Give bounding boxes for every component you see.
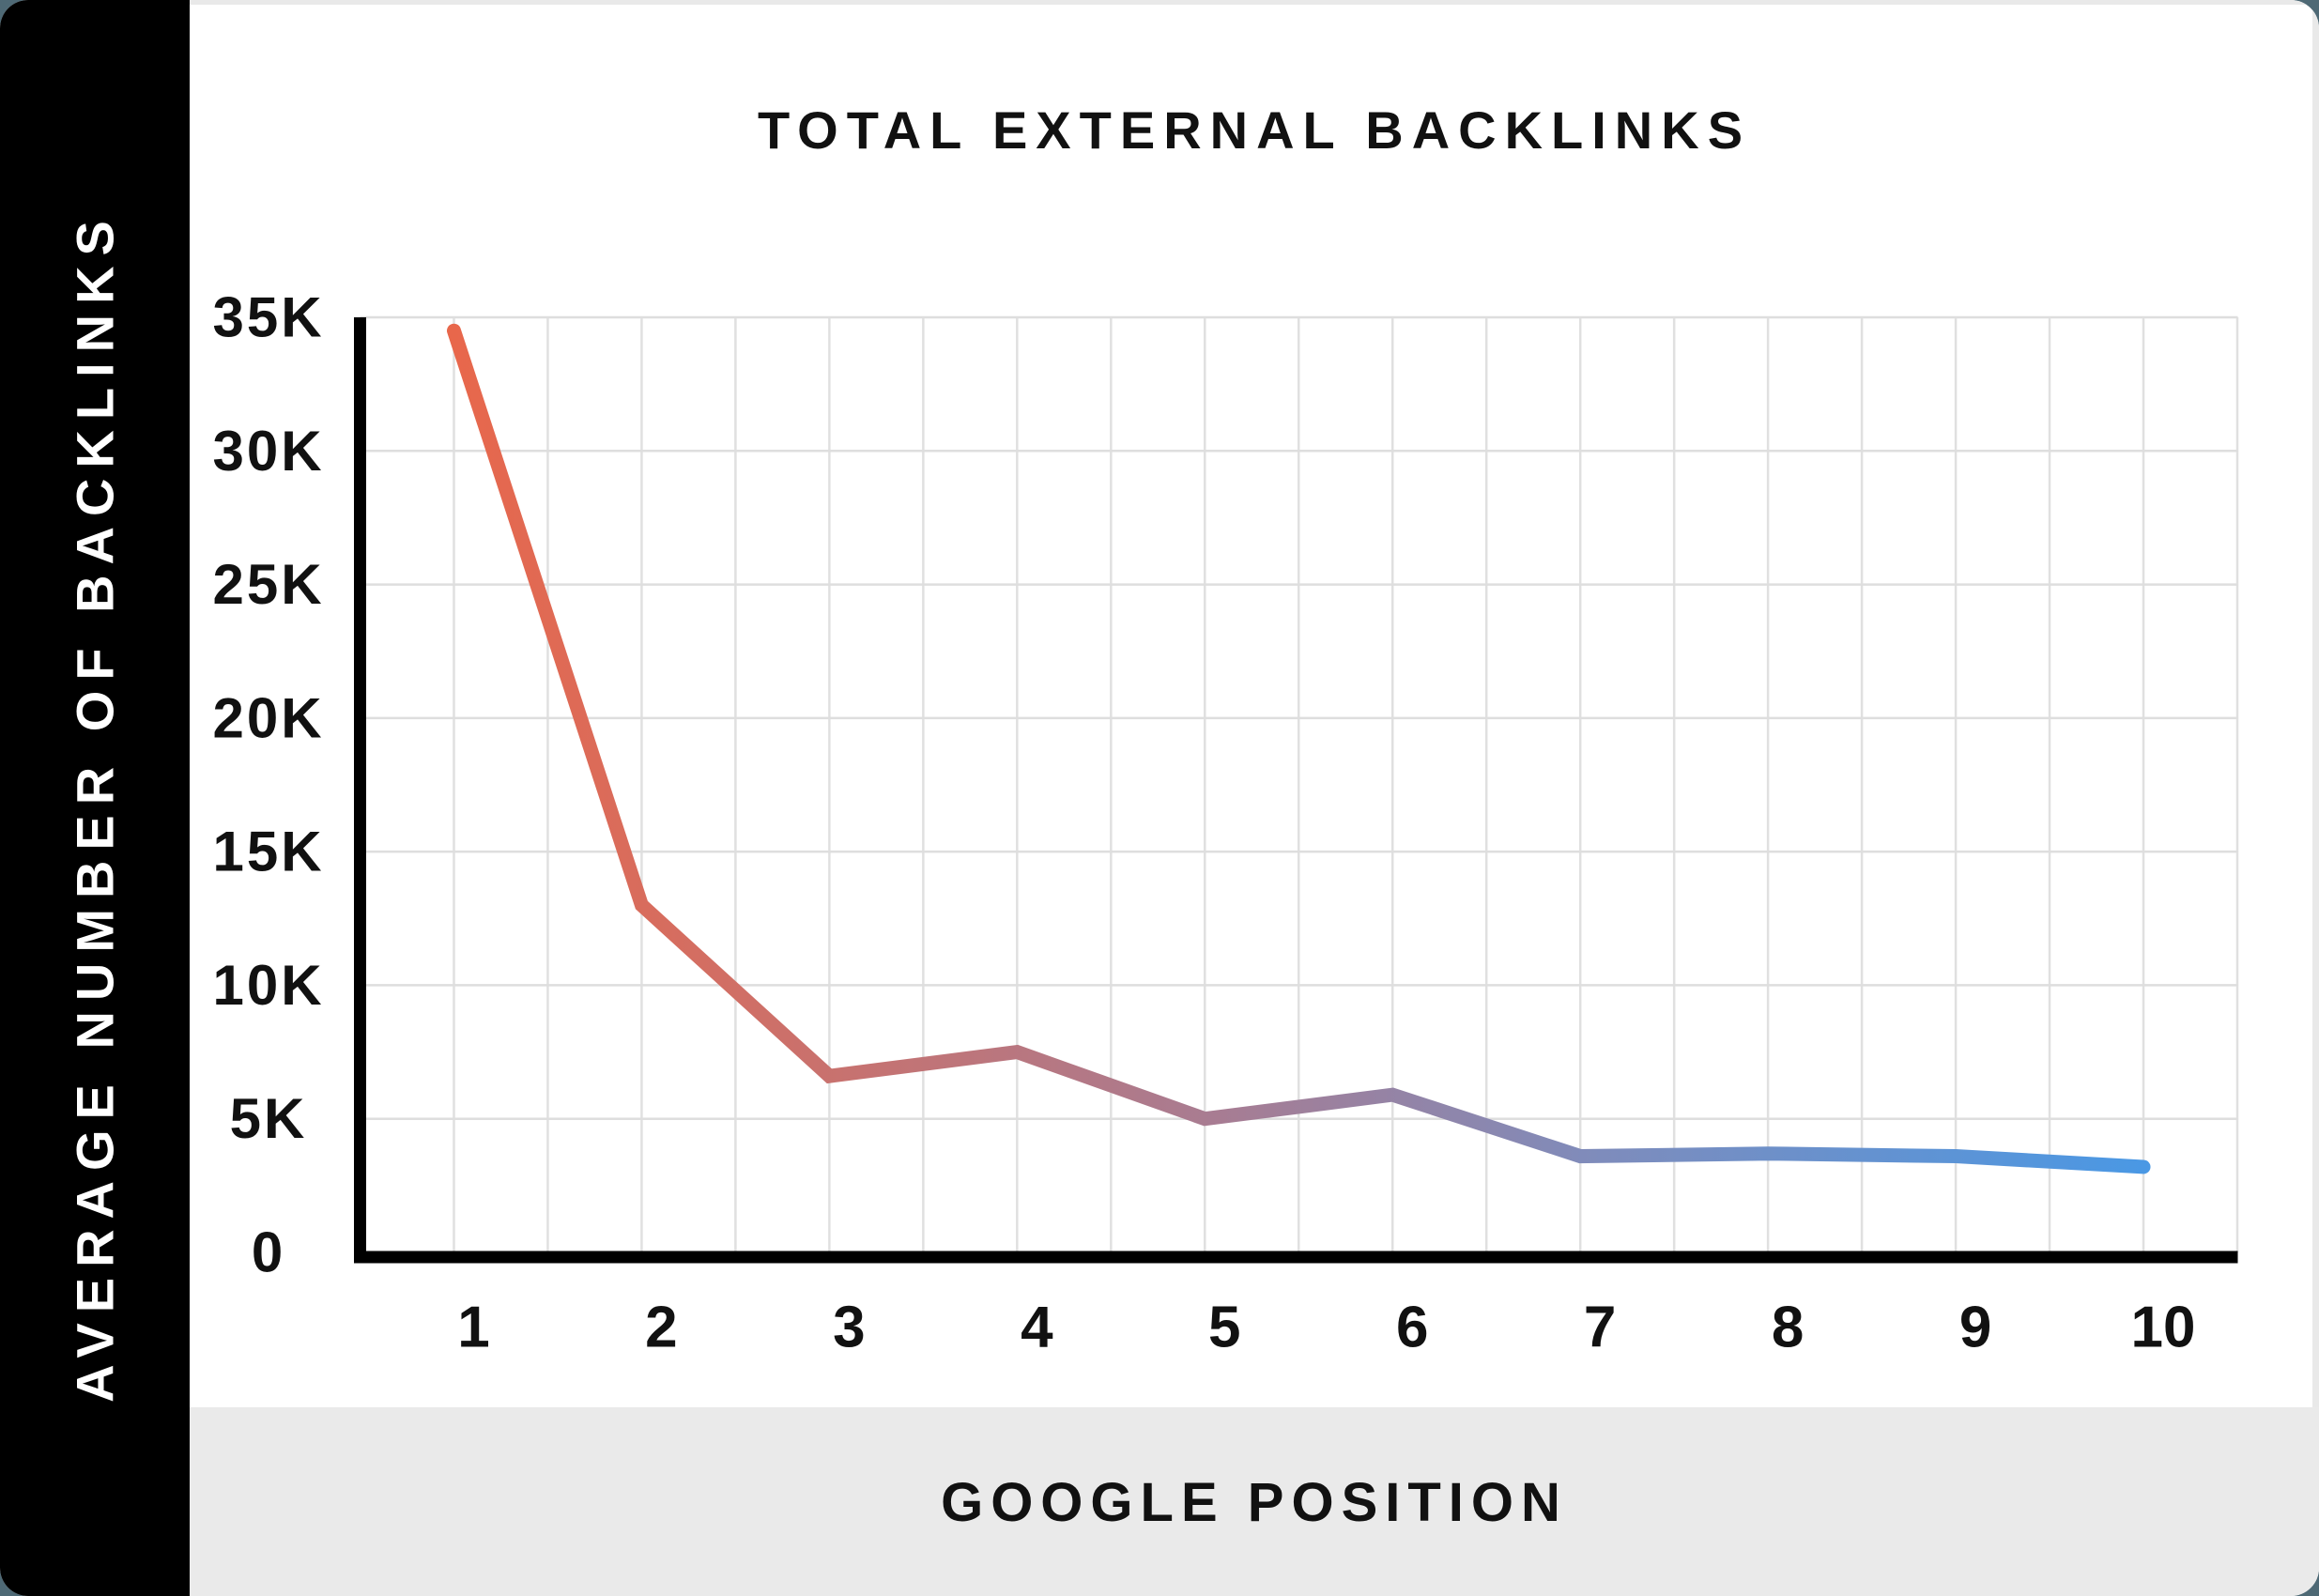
card-right-edge [2312, 0, 2319, 1596]
y-tick-label: 25K [212, 553, 324, 616]
card-top-edge [190, 0, 2319, 5]
x-tick-label: 7 [1584, 1296, 1616, 1360]
y-axis-title: AVERAGE NUMBER OF BACKLINKS [65, 210, 125, 1403]
y-tick-label: 15K [212, 821, 324, 883]
x-tick-label: 3 [833, 1296, 865, 1360]
x-axis-line [354, 1251, 2238, 1264]
x-tick-label: 1 [457, 1296, 489, 1360]
x-tick-label: 6 [1396, 1296, 1428, 1360]
y-tick-label: 0 [252, 1221, 285, 1284]
x-tick-label: 2 [645, 1296, 677, 1360]
x-axis-footer: GOOGLE POSITION [190, 1407, 2319, 1596]
x-tick-label: 8 [1772, 1296, 1804, 1360]
y-tick-label: 20K [212, 686, 324, 749]
y-tick-label: 35K [212, 286, 324, 349]
x-tick-label: 4 [1021, 1296, 1053, 1360]
y-axis-sidebar: AVERAGE NUMBER OF BACKLINKS [0, 0, 190, 1596]
y-axis-line [354, 317, 366, 1264]
y-tick-label: 10K [212, 954, 324, 1017]
x-tick-label: 5 [1208, 1296, 1240, 1360]
x-tick-label: 10 [2131, 1296, 2196, 1360]
x-axis-title: GOOGLE POSITION [941, 1472, 1568, 1533]
chart-title: TOTAL EXTERNAL BACKLINKS [757, 100, 1752, 160]
x-tick-label: 9 [1959, 1296, 1991, 1360]
y-tick-label: 30K [212, 420, 324, 483]
y-tick-label: 5K [230, 1087, 308, 1150]
backlinks-trend-line [446, 323, 2151, 1174]
